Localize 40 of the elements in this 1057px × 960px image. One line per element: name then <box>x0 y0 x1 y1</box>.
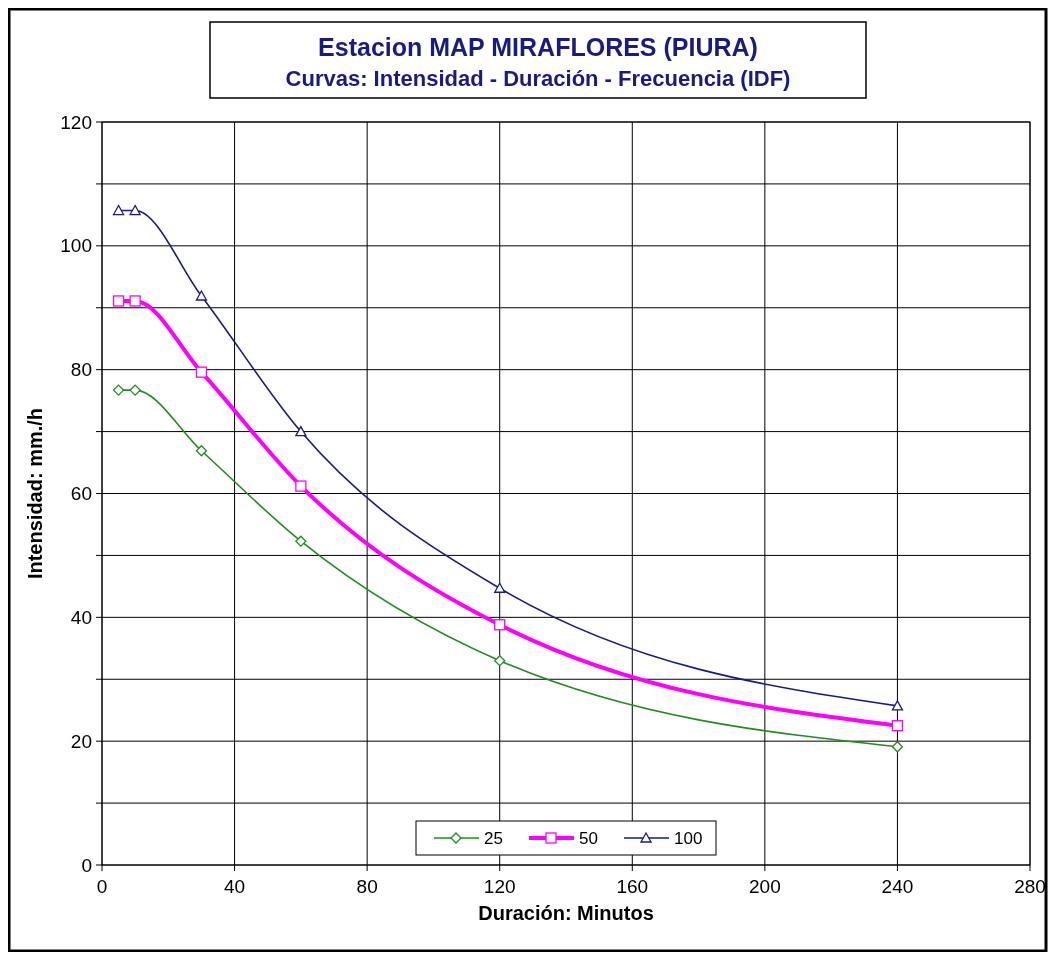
x-tick-label: 80 <box>356 876 378 897</box>
point <box>891 720 904 732</box>
legend-label: 50 <box>579 828 598 848</box>
x-tick-label: 0 <box>96 876 108 897</box>
point <box>891 741 904 753</box>
x-tick-label: 280 <box>1014 876 1046 897</box>
point <box>295 425 307 437</box>
point <box>195 445 208 457</box>
point <box>295 535 307 547</box>
y-tick-label: 60 <box>70 483 92 505</box>
chart-subtitle: Curvas: Intensidad - Duración - Frecuencia (IDF) <box>285 66 791 91</box>
y-tick-label: 100 <box>60 235 92 257</box>
chart-title: Estacion MAP MIRAFLORES (PIURA) <box>318 33 758 61</box>
point <box>112 295 125 307</box>
point <box>494 619 506 631</box>
point <box>129 384 141 396</box>
legend-label: 25 <box>484 828 503 848</box>
point <box>494 582 506 593</box>
legend-label: 100 <box>674 828 703 848</box>
point <box>195 290 208 301</box>
y-tick-label: 80 <box>70 359 92 381</box>
x-tick-label: 240 <box>881 876 914 897</box>
y-tick-label: 0 <box>81 854 92 876</box>
point <box>195 366 208 378</box>
x-tick-label: 160 <box>616 876 649 897</box>
y-axis-title: Intensidad: mm./h <box>24 407 46 580</box>
point <box>112 384 125 396</box>
y-tick-label: 120 <box>60 111 92 133</box>
y-tick-label: 40 <box>70 606 92 628</box>
y-tick-label: 20 <box>70 730 92 752</box>
x-tick-label: 120 <box>483 876 516 897</box>
point <box>295 480 307 492</box>
x-axis-title: Duración: Minutos <box>478 902 654 924</box>
x-tick-label: 40 <box>224 876 246 897</box>
point <box>129 295 141 307</box>
point <box>494 655 506 667</box>
point <box>129 204 141 216</box>
x-tick-label: 200 <box>749 876 781 897</box>
point <box>112 204 125 216</box>
point <box>891 700 904 711</box>
